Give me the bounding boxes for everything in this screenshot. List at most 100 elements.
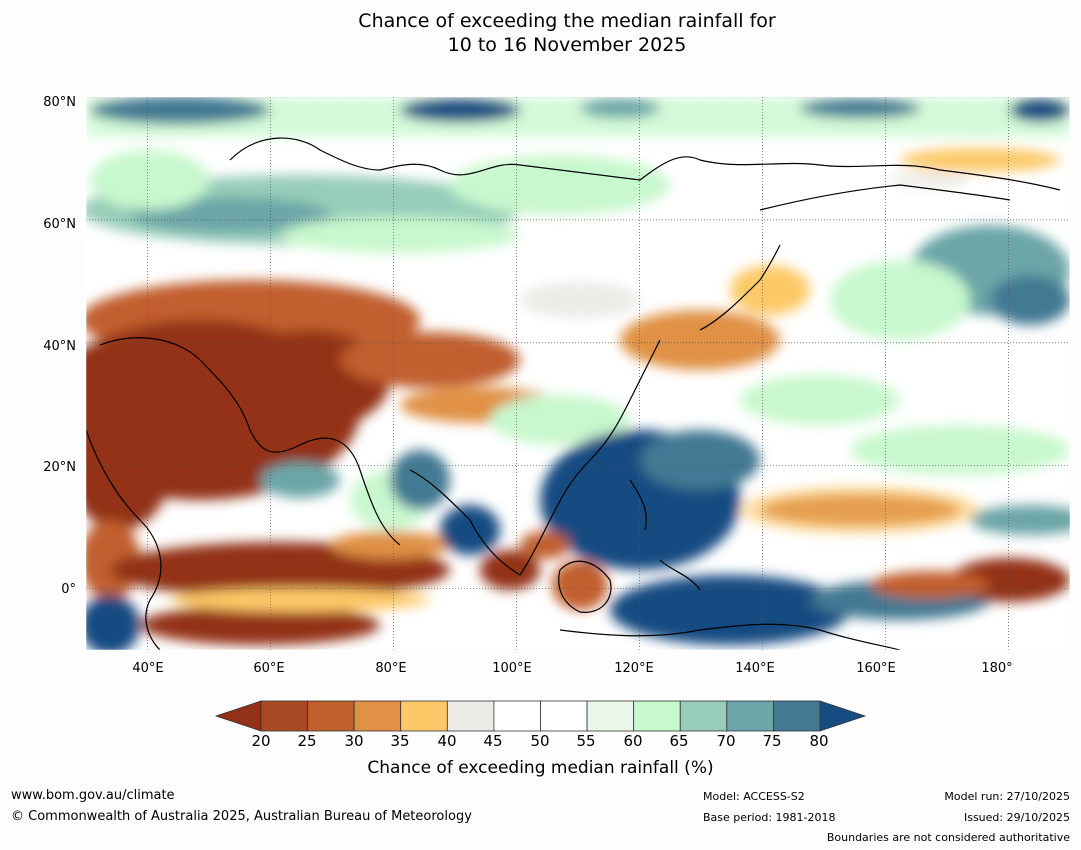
philippines-coastline [629,479,701,591]
coastlines [86,137,1061,650]
wet-patch-bay-of-bengal [390,450,450,510]
neutral-patch [520,282,640,318]
colorbar-cell [540,700,588,732]
dry-patch [330,531,450,559]
africa-east-coastline [86,429,162,650]
map-title-line1: Chance of exceeding the median rainfall … [358,10,776,32]
dry-band-south [140,605,380,645]
wet-patch [130,197,330,233]
copyright-text: © Commonwealth of Australia 2025, Austra… [11,809,472,824]
wet-core-indonesia [610,575,850,645]
dry-patch-borneo [552,560,608,610]
base-period-text: Base period: 1981-2018 [703,811,836,824]
dry-patch-japan [620,310,780,370]
colorbar-tick: 75 [762,732,782,750]
colorbar-tick: 45 [483,732,503,750]
colorbar-cell [307,700,355,732]
colorbar-label: Chance of exceeding median rainfall (%) [367,758,714,778]
lon-label-180: 180° [981,661,1012,676]
wet-patch [400,98,520,122]
lat-label-20n: 20°N [43,460,76,475]
wet-patch [970,505,1070,535]
model-text: Model: ACCESS-S2 [703,790,805,803]
wet-patch [740,375,900,425]
colorbar-cell [446,700,495,732]
dry-patch [870,571,990,599]
colorbar-cell [679,700,728,732]
lat-label-80n: 80°N [43,95,76,110]
colorbar-tick: 80 [809,732,829,750]
lon-label-40e: 40°E [132,661,163,676]
disclaimer-text: Boundaries are not considered authoritat… [826,831,1070,844]
dry-mild-band [170,588,430,612]
dry-patch [900,148,1060,172]
colorbar-cell [633,700,681,732]
colorbar-tick: 55 [576,732,596,750]
lat-label-0: 0° [61,582,76,597]
latitude-labels: 80°N 60°N 40°N 20°N 0° [43,95,76,597]
borneo-coastline [558,560,612,613]
colorbar-cell [586,700,635,732]
colorbar-under-arrow [214,700,262,732]
colorbar-cell [493,700,541,732]
wet-patch [450,155,670,215]
dry-mild-band [740,486,980,534]
dry-patch-sumatra [480,550,540,590]
middle-east-india-coastline [99,337,401,546]
lat-label-40n: 40°N [43,339,76,354]
model-run-text: Model run: 27/10/2025 [944,790,1070,803]
wet-patch [440,505,500,555]
colorbar-tick: 25 [297,732,317,750]
dry-core-africa [86,410,170,530]
neutral-patch [890,172,970,188]
lon-label-120e: 120°E [614,661,654,676]
lon-label-160e: 160°E [856,661,896,676]
colorbar-tick: 65 [669,732,689,750]
graticule [86,97,1070,650]
map-frame [85,96,1071,651]
indonesia-coastline [559,623,901,650]
colorbar [214,700,867,732]
colorbar-tick: 35 [390,732,410,750]
wet-patch [90,150,210,210]
map-title-line2: 10 to 16 November 2025 [447,34,687,56]
wet-patch [490,395,630,445]
arctic-coastline [229,137,1061,191]
website-link[interactable]: www.bom.gov.au/climate [11,788,175,803]
wet-patch [280,217,520,253]
colorbar-cell [400,700,448,732]
wet-patch [990,275,1070,325]
colorbar-over-arrow [819,700,867,732]
longitude-labels: 40°E 60°E 80°E 100°E 120°E 140°E 160°E 1… [132,661,1012,676]
lon-label-80e: 80°E [375,661,406,676]
kamchatka-coastline [759,184,1011,211]
colorbar-tick: 70 [716,732,736,750]
wet-patch [850,425,1070,475]
colorbar-tick: 30 [344,732,364,750]
wet-patch [90,97,270,124]
colorbar-cell [260,700,308,732]
lon-label-100e: 100°E [492,661,532,676]
probability-field [86,97,1070,650]
dry-patch [520,531,570,559]
wet-patch [580,98,660,118]
wet-patch [830,260,970,340]
colorbar-tick: 50 [530,732,550,750]
japan-coastline [699,244,781,331]
wet-patch [640,430,760,490]
colorbar-cell [773,700,821,732]
colorbar-cell [353,700,402,732]
colorbar-tick: 60 [623,732,643,750]
colorbar-tick: 40 [437,732,457,750]
dry-patch [340,332,520,388]
map-panel [86,97,1070,650]
colorbar-cell [726,700,774,732]
wet-patch [1010,98,1070,122]
lat-label-60n: 60°N [43,217,76,232]
wet-patch-africa [86,595,140,650]
colorbar-tick: 20 [251,732,271,750]
wet-patch [800,98,920,118]
lon-label-140e: 140°E [735,661,775,676]
lon-label-60e: 60°E [253,661,284,676]
